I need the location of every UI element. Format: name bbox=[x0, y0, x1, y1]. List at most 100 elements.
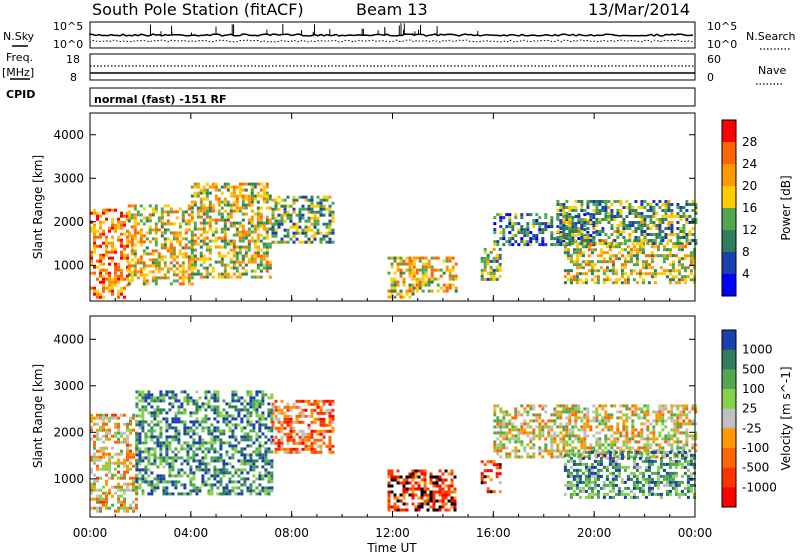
echo-cell bbox=[187, 204, 191, 208]
echo-cell bbox=[183, 483, 187, 487]
echo-cell bbox=[99, 262, 102, 266]
echo-cell bbox=[268, 263, 272, 267]
echo-cell bbox=[565, 227, 569, 230]
echo-cell bbox=[199, 206, 203, 210]
echo-cell bbox=[240, 396, 244, 400]
echo-cell bbox=[569, 275, 573, 279]
echo-cell bbox=[441, 493, 445, 497]
echo-cell bbox=[625, 425, 629, 429]
echo-cell bbox=[610, 425, 614, 429]
echo-cell bbox=[274, 414, 278, 418]
echo-cell bbox=[529, 407, 533, 411]
echo-cell bbox=[261, 417, 265, 421]
echo-cell bbox=[650, 266, 654, 270]
echo-cell bbox=[393, 256, 397, 260]
echo-cell bbox=[390, 286, 394, 290]
echo-cell bbox=[244, 248, 248, 252]
echo-cell bbox=[559, 440, 563, 444]
echo-cell bbox=[580, 428, 584, 432]
echo-cell bbox=[328, 417, 332, 421]
echo-cell bbox=[680, 275, 684, 279]
echo-cell bbox=[647, 281, 651, 285]
echo-cell bbox=[328, 195, 332, 199]
echo-cell bbox=[120, 214, 123, 218]
echo-cell bbox=[283, 228, 287, 232]
echo-cell bbox=[292, 402, 296, 406]
echo-cell bbox=[204, 420, 208, 424]
echo-cell bbox=[614, 257, 618, 261]
echo-cell bbox=[414, 487, 418, 491]
echo-cell bbox=[544, 425, 548, 429]
echo-cell bbox=[114, 247, 117, 251]
echo-cell bbox=[120, 226, 123, 230]
echo-cell bbox=[493, 413, 497, 417]
echo-cell bbox=[316, 204, 320, 208]
echo-cell bbox=[622, 419, 626, 423]
echo-cell bbox=[141, 408, 145, 412]
echo-cell bbox=[223, 254, 227, 258]
echo-cell bbox=[496, 243, 500, 247]
echo-cell bbox=[316, 216, 320, 220]
colorbar-swatch bbox=[722, 274, 736, 297]
echo-cell bbox=[252, 402, 256, 406]
echo-cell bbox=[608, 260, 612, 264]
echo-cell bbox=[682, 233, 686, 236]
echo-cell bbox=[96, 235, 99, 239]
echo-cell bbox=[195, 441, 199, 445]
echo-cell bbox=[685, 428, 689, 432]
echo-cell bbox=[223, 269, 227, 273]
echo-cell bbox=[508, 455, 512, 459]
echo-cell bbox=[313, 441, 317, 445]
echo-cell bbox=[190, 276, 194, 280]
echo-cell bbox=[631, 230, 635, 233]
echo-cell bbox=[451, 265, 455, 269]
echo-cell bbox=[598, 239, 602, 242]
echo-cell bbox=[505, 425, 509, 429]
echo-cell bbox=[316, 432, 320, 436]
echo-cell bbox=[685, 437, 689, 441]
echo-cell bbox=[234, 468, 238, 472]
echo-cell bbox=[304, 198, 308, 202]
echo-cell bbox=[599, 248, 603, 252]
echo-cell bbox=[298, 435, 302, 439]
echo-cell bbox=[427, 280, 431, 284]
echo-cell bbox=[210, 405, 214, 409]
echo-cell bbox=[277, 225, 281, 229]
echo-cell bbox=[295, 420, 299, 424]
echo-cell bbox=[114, 440, 117, 444]
echo-cell bbox=[650, 272, 654, 276]
echo-cell bbox=[102, 467, 105, 471]
echo-cell bbox=[244, 212, 248, 216]
echo-cell bbox=[156, 399, 160, 403]
echo-cell bbox=[90, 437, 93, 441]
echo-cell bbox=[205, 194, 209, 198]
echo-cell bbox=[415, 271, 419, 275]
echo-cell bbox=[243, 408, 247, 412]
echo-cell bbox=[105, 434, 108, 438]
y-tick-label: 3000 bbox=[53, 171, 84, 185]
echo-cell bbox=[676, 239, 680, 242]
echo-cell bbox=[646, 440, 650, 444]
echo-cell bbox=[129, 482, 132, 486]
echo-cell bbox=[271, 198, 275, 202]
echo-cell bbox=[123, 431, 126, 435]
echo-cell bbox=[668, 254, 672, 258]
echo-cell bbox=[637, 206, 641, 209]
echo-cell bbox=[562, 240, 566, 244]
echo-cell bbox=[614, 278, 618, 282]
echo-cell bbox=[608, 471, 612, 475]
echo-cell bbox=[220, 239, 224, 243]
echo-cell bbox=[586, 219, 590, 223]
echo-cell bbox=[120, 250, 123, 254]
echo-cell bbox=[616, 416, 620, 420]
echo-cell bbox=[204, 426, 208, 430]
echo-cell bbox=[538, 422, 542, 426]
echo-cell bbox=[578, 254, 582, 258]
echo-cell bbox=[234, 492, 238, 496]
echo-cell bbox=[587, 480, 591, 484]
echo-cell bbox=[694, 443, 698, 447]
echo-cell bbox=[568, 419, 572, 423]
echo-cell bbox=[114, 283, 117, 287]
echo-cell bbox=[154, 231, 158, 235]
echo-cell bbox=[496, 425, 500, 429]
